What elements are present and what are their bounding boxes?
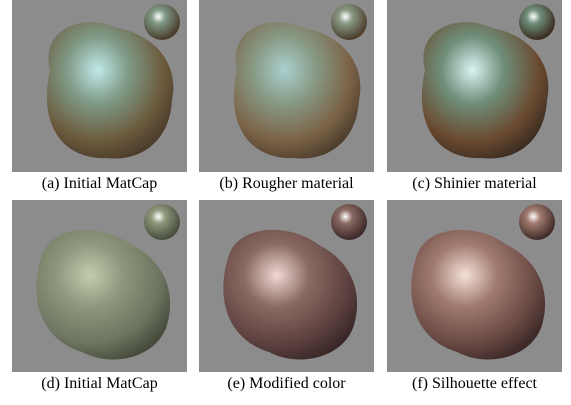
matcap-sphere [331, 4, 367, 40]
figure-panel: (c) Shinier material [387, 0, 562, 193]
figure-panel: (d) Initial MatCap [12, 200, 187, 393]
matcap-sphere [144, 4, 180, 40]
blob [223, 229, 358, 360]
caption: (d) Initial MatCap [41, 375, 158, 392]
blob [46, 22, 174, 159]
render-image [199, 0, 374, 172]
render-image [199, 200, 374, 372]
blob [411, 229, 546, 360]
caption: (f) Silhouette effect [412, 375, 537, 392]
matcap-sphere [144, 204, 180, 240]
figure-panel: (e) Modified color [199, 200, 374, 393]
figure-panel: (b) Rougher material [199, 0, 374, 193]
caption: (c) Shinier material [412, 175, 537, 192]
blob [36, 229, 171, 360]
render-image [12, 200, 187, 372]
matcap-sphere [331, 204, 367, 240]
blob [421, 22, 549, 159]
render-image [387, 200, 562, 372]
blob [233, 22, 361, 159]
matcap-sphere [519, 4, 555, 40]
render-image [12, 0, 187, 172]
caption: (a) Initial MatCap [41, 175, 158, 192]
render-image [387, 0, 562, 172]
figure-panel: (a) Initial MatCap [12, 0, 187, 193]
caption: (e) Modified color [227, 375, 346, 392]
figure-panel: (f) Silhouette effect [387, 200, 562, 393]
caption: (b) Rougher material [219, 175, 354, 192]
matcap-sphere [519, 204, 555, 240]
